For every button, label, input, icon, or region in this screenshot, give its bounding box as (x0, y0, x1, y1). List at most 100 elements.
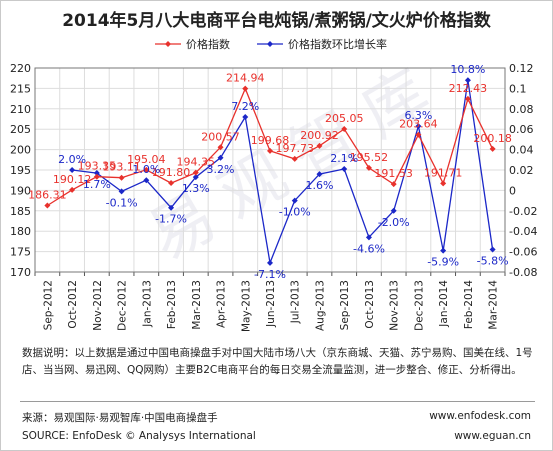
y2-tick-label: 0.06 (509, 123, 534, 136)
ratio-data-label: 10.8% (450, 63, 485, 76)
point-price (143, 166, 150, 173)
x-tick-label: Dec-2012 (117, 280, 129, 331)
x-tick-label: Sep-2013 (339, 280, 351, 330)
point-price (365, 164, 372, 171)
price-data-label: 200.57 (201, 130, 240, 143)
point-ratio (291, 197, 298, 204)
y2-tick-label: -0.06 (509, 246, 537, 259)
y2-tick-label: 0.04 (509, 144, 534, 157)
point-price (341, 125, 348, 132)
legend-label-price: 价格指数 (186, 37, 230, 51)
series-line-ratio (72, 80, 494, 266)
point-price (415, 131, 422, 138)
plot-border (34, 67, 506, 273)
data-labels: 186.31 190.12193.35193.11195.04191.80194.… (28, 63, 512, 281)
y-tick-label: 170 (10, 266, 31, 279)
point-ratio (440, 247, 447, 254)
point-ratio (390, 207, 397, 214)
price-index-chart: 价格指数 价格指数环比增长率 170 175 180 185 190 195 200 205 21… (10, 37, 537, 332)
price-data-label: 191.53 (374, 167, 413, 180)
y2-tick-label: 0.08 (509, 103, 534, 116)
price-data-label: 186.31 (28, 188, 67, 201)
url-eguan: www.eguan.cn (454, 430, 531, 442)
point-ratio (93, 170, 100, 177)
y-tick-label: 190 (10, 184, 31, 197)
price-data-label: 195.04 (127, 153, 166, 166)
ratio-data-label: 2.1% (330, 152, 358, 165)
ratio-data-label: -5.9% (427, 256, 459, 269)
point-ratio (316, 171, 323, 178)
point-ratio (267, 259, 273, 266)
y2-tick-label: 0 (509, 184, 516, 197)
x-tick-label: Nov-2013 (389, 280, 401, 331)
point-price (390, 181, 397, 188)
x-tick-label: Apr-2013 (216, 280, 228, 328)
price-data-label: 191.71 (424, 166, 463, 179)
axes: 170 175 180 185 190 195 200 205 210 215 220 -0.08 -0… (10, 62, 537, 332)
price-data-label: 193.35 (78, 160, 117, 173)
x-tick-label: Jul-2013 (290, 280, 302, 324)
ratio-data-label: 1.3% (182, 182, 210, 195)
x-tick-label: Mar-2014 (488, 280, 500, 330)
point-price (168, 180, 175, 187)
ratio-data-label: -4.6% (353, 242, 385, 255)
point-ratio (242, 113, 249, 120)
point-price (291, 155, 298, 162)
y-tick-label: 205 (10, 123, 31, 136)
ratio-data-label: -5.8% (477, 255, 509, 268)
y2-tick-label: -0.04 (509, 225, 537, 238)
series (44, 77, 496, 266)
point-ratio (365, 234, 372, 241)
legend-label-ratio: 价格指数环比增长率 (288, 37, 387, 51)
x-tick-label: Feb-2014 (463, 280, 475, 329)
legend: 价格指数 价格指数环比增长率 (155, 37, 387, 51)
price-data-label: 200.18 (473, 132, 512, 145)
y2-tick-label: 0.12 (509, 62, 534, 75)
point-price (316, 142, 323, 149)
x-tick-label: Sep-2012 (42, 280, 54, 330)
price-data-label: 195.52 (350, 151, 389, 164)
chart-title: 2014年5月八大电商平台电炖锅/煮粥锅/文火炉价格指数 (62, 11, 491, 31)
point-price (118, 174, 125, 181)
point-ratio (168, 204, 175, 211)
divider (20, 401, 535, 402)
point-ratio (415, 123, 422, 130)
point-ratio (341, 165, 348, 172)
point-price (44, 202, 51, 209)
source-cn: 来源：易观国际·易观智库·中国电商操盘手 (22, 412, 218, 424)
point-price (192, 169, 199, 176)
ratio-data-label: -0.1% (106, 196, 138, 209)
source-en: SOURCE: EnfoDesk © Analysys Internationa… (22, 430, 256, 442)
x-tick-label: Aug-2013 (314, 280, 326, 331)
point-ratio (118, 188, 125, 195)
ratio-data-label: 6.3% (404, 109, 432, 122)
x-tick-label: Mar-2013 (191, 280, 203, 330)
point-ratio (143, 177, 150, 184)
price-data-label: 193.11 (102, 161, 141, 174)
y2-tick-label: -0.02 (509, 205, 537, 218)
ratio-data-label: 3.2% (207, 163, 235, 176)
url-enfodesk: www.enfodesk.com (429, 410, 531, 422)
legend-marker-ratio (267, 41, 273, 47)
ratio-data-label: 1.6% (305, 179, 333, 192)
ratio-data-label: 7.2% (231, 100, 259, 113)
ratio-data-label: 1.7% (83, 178, 111, 191)
y-tick-label: 185 (10, 205, 31, 218)
point-ratio (489, 246, 496, 253)
point-price (217, 144, 224, 151)
x-tick-label: Oct-2012 (67, 280, 79, 329)
ratio-data-label: 1.0% (132, 163, 160, 176)
ratio-data-label: -2.0% (378, 216, 410, 229)
point-price (242, 85, 249, 92)
ratio-data-label: -7.1% (254, 268, 286, 281)
x-tick-label: Jun-2013 (265, 280, 277, 328)
legend-marker-price (165, 41, 171, 47)
x-tick-label: Feb-2013 (166, 280, 178, 329)
y-tick-label: 180 (10, 225, 31, 238)
price-data-label: 199.68 (251, 134, 290, 147)
x-tick-label: Dec-2013 (413, 280, 425, 331)
y2-tick-label: 0.02 (509, 164, 534, 177)
x-tick-label: May-2013 (240, 280, 252, 332)
point-price (267, 147, 273, 154)
price-data-label: 197.73 (275, 142, 314, 155)
